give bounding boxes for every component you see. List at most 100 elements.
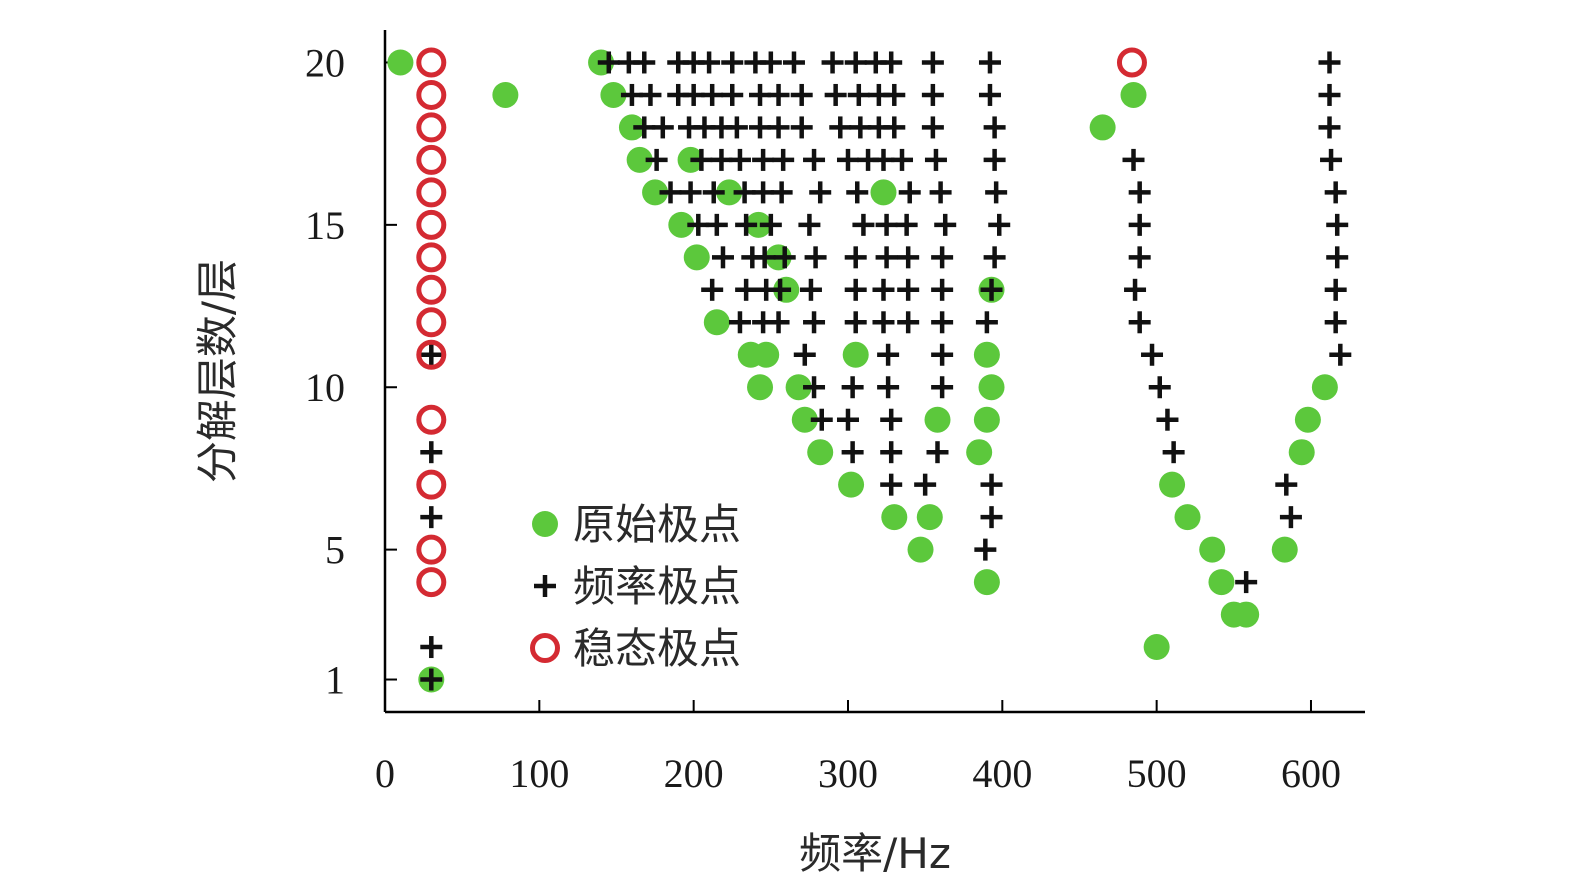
frequency-pole-point bbox=[883, 83, 906, 106]
frequency-pole-point bbox=[1279, 506, 1302, 529]
frequency-pole-point bbox=[790, 116, 813, 139]
steady-pole-point bbox=[416, 144, 447, 175]
frequency-pole-point bbox=[875, 246, 898, 269]
frequency-pole-point bbox=[921, 116, 944, 139]
original-pole-point bbox=[1159, 471, 1186, 498]
frequency-pole-point bbox=[872, 311, 895, 334]
frequency-pole-point bbox=[1324, 311, 1347, 334]
frequency-pole-point bbox=[931, 246, 954, 269]
frequency-pole-point bbox=[877, 376, 900, 399]
frequency-pole-point bbox=[1275, 473, 1298, 496]
frequency-pole-point bbox=[639, 83, 662, 106]
frequency-pole-point bbox=[702, 181, 725, 204]
frequency-pole-point bbox=[978, 51, 1001, 74]
frequency-pole-point bbox=[1122, 148, 1145, 171]
frequency-pole-point bbox=[749, 116, 772, 139]
frequency-pole-point bbox=[420, 636, 443, 659]
frequency-pole-point bbox=[849, 116, 872, 139]
frequency-pole-point bbox=[721, 51, 744, 74]
frequency-pole-point bbox=[978, 83, 1001, 106]
frequency-pole-point bbox=[705, 213, 728, 236]
frequency-pole-point bbox=[804, 246, 827, 269]
frequency-pole-point bbox=[1329, 343, 1352, 366]
frequency-pole-point bbox=[772, 148, 795, 171]
frequency-pole-point bbox=[841, 441, 864, 464]
frequency-pole-point bbox=[803, 311, 826, 334]
frequency-pole-point bbox=[924, 148, 947, 171]
original-pole-point bbox=[907, 536, 934, 563]
y-tick-label: 20 bbox=[305, 40, 345, 85]
frequency-pole-point bbox=[420, 441, 443, 464]
original-pole-point bbox=[842, 341, 869, 368]
frequency-pole-point bbox=[880, 473, 903, 496]
original-pole-point bbox=[1199, 536, 1226, 563]
frequency-pole-point bbox=[633, 51, 656, 74]
frequency-pole-point bbox=[773, 246, 796, 269]
frequency-pole-point bbox=[710, 148, 733, 171]
frequency-pole-point bbox=[1318, 83, 1341, 106]
frequency-pole-point bbox=[687, 213, 710, 236]
frequency-pole-point bbox=[767, 311, 790, 334]
frequency-pole-point bbox=[898, 181, 921, 204]
frequency-pole-point bbox=[809, 181, 832, 204]
frequency-pole-point bbox=[1128, 181, 1151, 204]
steady-pole-point bbox=[416, 209, 447, 240]
y-tick-label: 1 bbox=[325, 658, 345, 703]
frequency-pole-point bbox=[767, 116, 790, 139]
steady-pole-point bbox=[416, 567, 447, 598]
frequency-pole-point bbox=[735, 278, 758, 301]
original-pole-point bbox=[1311, 374, 1338, 401]
original-pole-point bbox=[1271, 536, 1298, 563]
frequency-pole-point bbox=[926, 441, 949, 464]
frequency-pole-point bbox=[895, 213, 918, 236]
original-pole-point bbox=[668, 211, 695, 238]
frequency-pole-point bbox=[1141, 343, 1164, 366]
steady-pole-point bbox=[416, 534, 447, 565]
frequency-pole-point bbox=[1318, 116, 1341, 139]
frequency-pole-point bbox=[824, 83, 847, 106]
frequency-pole-point bbox=[836, 408, 859, 431]
original-pole-point bbox=[916, 504, 943, 531]
frequency-pole-point bbox=[767, 83, 790, 106]
frequency-pole-point bbox=[651, 116, 674, 139]
frequency-pole-point bbox=[725, 116, 748, 139]
original-pole-point bbox=[973, 569, 1000, 596]
frequency-pole-point bbox=[799, 278, 822, 301]
steady-pole-point bbox=[416, 307, 447, 338]
original-pole-point bbox=[1143, 634, 1170, 661]
frequency-pole-point bbox=[821, 51, 844, 74]
legend-item-frequency: 频率极点 bbox=[534, 562, 741, 611]
frequency-pole-point bbox=[846, 181, 869, 204]
original-pole-point bbox=[973, 406, 1000, 433]
original-pole-point bbox=[747, 374, 774, 401]
original-pole-point bbox=[1233, 601, 1260, 628]
frequency-pole-point bbox=[836, 148, 859, 171]
legend-item-original: 原始极点 bbox=[532, 500, 741, 549]
original-pole-point bbox=[924, 406, 951, 433]
original-pole-point bbox=[870, 179, 897, 206]
frequency-pole-point bbox=[983, 148, 1006, 171]
frequency-pole-point bbox=[975, 311, 998, 334]
frequency-pole-point bbox=[1320, 148, 1343, 171]
axes bbox=[383, 30, 1365, 714]
frequency-pole-point bbox=[790, 83, 813, 106]
frequency-pole-point bbox=[659, 181, 682, 204]
frequency-pole-point bbox=[701, 83, 724, 106]
legend-label: 频率极点 bbox=[573, 562, 741, 611]
x-tick-label: 200 bbox=[664, 751, 724, 796]
frequency-pole-point bbox=[829, 116, 852, 139]
frequency-pole-point bbox=[844, 278, 867, 301]
frequency-pole-point bbox=[735, 213, 758, 236]
frequency-pole-point bbox=[897, 246, 920, 269]
frequency-pole-point bbox=[759, 213, 782, 236]
frequency-pole-point bbox=[934, 213, 957, 236]
frequency-pole-point bbox=[721, 83, 744, 106]
x-tick-label: 600 bbox=[1281, 751, 1341, 796]
y-tick-label: 15 bbox=[305, 203, 345, 248]
frequency-pole-point bbox=[711, 246, 734, 269]
steady-pole-point bbox=[416, 274, 447, 305]
legend-marker bbox=[534, 575, 556, 597]
